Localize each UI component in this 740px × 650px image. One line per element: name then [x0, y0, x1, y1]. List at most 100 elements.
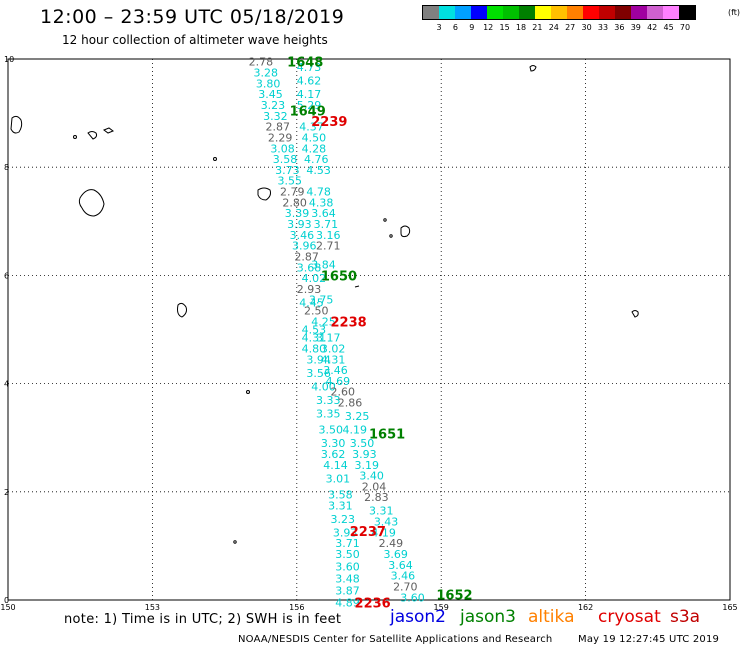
wave-height-value: 3.96 [292, 240, 317, 253]
color-swatch [487, 6, 503, 19]
wave-height-value: 2.29 [268, 131, 293, 144]
wave-height-value: 3.80 [256, 77, 280, 90]
island-shape [78, 189, 105, 217]
pass-time-label: 2238 [330, 315, 366, 330]
pass-time-label: 2239 [311, 115, 347, 130]
y-axis-label: 4 [4, 380, 9, 389]
legend-entry-cryosat: cryosat [598, 607, 661, 627]
island-dot [383, 218, 387, 222]
island-shape [631, 310, 639, 318]
wave-height-value: 4.17 [297, 88, 322, 101]
wave-height-value: 4.50 [302, 131, 327, 144]
pass-time-label: 1649 [290, 104, 326, 119]
legend-entry-jason2: jason2 [390, 607, 446, 627]
wave-height-value: 2.71 [316, 240, 341, 253]
color-swatch [423, 6, 439, 19]
color-swatch [615, 6, 631, 19]
wave-height-value: 3.50 [335, 548, 360, 561]
color-scale: 3 6 9 12 15 18 21 24 27 30 33 36 39 42 45 70 (ft) [422, 5, 740, 34]
wave-height-value: 4.31 [321, 353, 346, 366]
agency-credit: NOAA/NESDIS Center for Satellite Applica… [238, 634, 553, 645]
x-axis-label: 165 [722, 603, 737, 612]
map-title: 12:00 – 23:59 UTC 05/18/2019 [40, 6, 345, 28]
color-swatch [535, 6, 551, 19]
x-axis-label: 159 [434, 603, 449, 612]
wave-height-value: 3.60 [335, 560, 360, 573]
wave-height-value: 4.19 [371, 526, 396, 539]
island-shape [400, 225, 411, 238]
wave-height-value: 3.23 [261, 99, 286, 112]
wave-height-value: 2.87 [266, 121, 291, 134]
color-scale-bar [422, 5, 696, 20]
wave-height-value: 3.08 [270, 142, 295, 155]
y-axis-label: 0 [4, 596, 9, 605]
wave-height-value: 2.60 [330, 386, 355, 399]
wave-height-value: 3.01 [326, 472, 351, 485]
color-swatch [439, 6, 455, 19]
wave-height-value: 3.64 [311, 207, 336, 220]
wave-height-value: 3.50 [350, 437, 375, 450]
color-scale-tick: 6 [452, 23, 458, 32]
wave-height-value: 3.28 [253, 67, 277, 80]
wave-height-value: 3.93 [352, 448, 377, 461]
wave-height-value: 3.58 [328, 489, 353, 502]
color-scale-tick: 70 [679, 23, 691, 32]
wave-height-value: 3.84 [311, 259, 336, 272]
color-scale-tick: 42 [647, 23, 658, 32]
color-scale-tick: 33 [597, 23, 609, 32]
wave-height-values: 2.78 4.73 3.28 4.62 3.803.45 4.17 3.23 5.29 3.32… [249, 56, 425, 610]
color-scale-tick: 39 [630, 23, 641, 32]
wave-height-value: 3.25 [345, 410, 370, 423]
footnote: note: 1) Time is in UTC; 2) SWH is in fe… [64, 612, 342, 627]
wave-height-value: 3.19 [355, 459, 380, 472]
wave-height-value: 4.02 [302, 272, 327, 285]
color-swatch [599, 6, 615, 19]
wave-height-value: 3.39 [285, 207, 310, 220]
island-dot [233, 540, 237, 544]
wave-height-value: 3.93 [287, 218, 312, 231]
wave-height-value: 3.48 [335, 572, 360, 585]
wave-height-value: 3.23 [330, 513, 355, 526]
wave-height-value: 4.00 [311, 380, 336, 393]
island-shape [177, 302, 187, 318]
wave-height-value: 4.45 [299, 296, 324, 309]
color-swatch [567, 6, 583, 19]
wave-height-value: 3.55 [278, 175, 303, 188]
wave-height-value: 3.16 [316, 229, 341, 242]
wave-height-value: 3.46 [391, 570, 416, 583]
pass-time-label: 2236 [355, 597, 391, 612]
generated-timestamp: May 19 12:27:45 UTC 2019 [578, 634, 720, 645]
wave-height-value: 3.93 [333, 526, 358, 539]
pass-time-label: 1651 [369, 427, 405, 442]
y-axis-labels: 0 2 4 6 8 10 [4, 55, 14, 605]
color-swatch [503, 6, 519, 19]
wave-height-value: 2.70 [393, 580, 418, 593]
wave-height-value: 3.33 [316, 394, 341, 407]
wave-height-value: 4.53 [306, 164, 331, 177]
color-scale-tick: 3 [436, 23, 442, 32]
wave-height-value: 3.64 [388, 559, 413, 572]
wave-height-value: 3.46 [290, 229, 315, 242]
wave-height-value: 3.31 [369, 505, 394, 518]
wave-height-value: 3.71 [314, 218, 339, 231]
wave-height-value: 2.80 [282, 196, 307, 209]
y-axis-label: 6 [4, 271, 9, 280]
wave-height-value: 3.58 [273, 153, 298, 166]
wave-height-value: 4.37 [299, 121, 324, 134]
color-swatch [471, 6, 487, 19]
wave-height-value: 3.68 [297, 261, 322, 274]
grid [8, 59, 730, 600]
color-swatch [679, 6, 695, 19]
color-scale-tick: 15 [499, 23, 510, 32]
wave-height-value: 3.62 [321, 448, 346, 461]
wave-height-value: 2.04 [362, 480, 387, 493]
wave-height-value: 4.62 [297, 75, 322, 88]
color-swatch [647, 6, 663, 19]
wave-height-value: 4.80 [302, 342, 327, 355]
island-dot [213, 157, 217, 161]
y-axis-label: 8 [4, 163, 9, 172]
wave-height-value: 3.02 [321, 342, 346, 355]
wave-height-value: 3.35 [316, 407, 341, 420]
wave-height-value: 3.69 [383, 548, 408, 561]
wave-height-value: 3.43 [374, 516, 399, 529]
